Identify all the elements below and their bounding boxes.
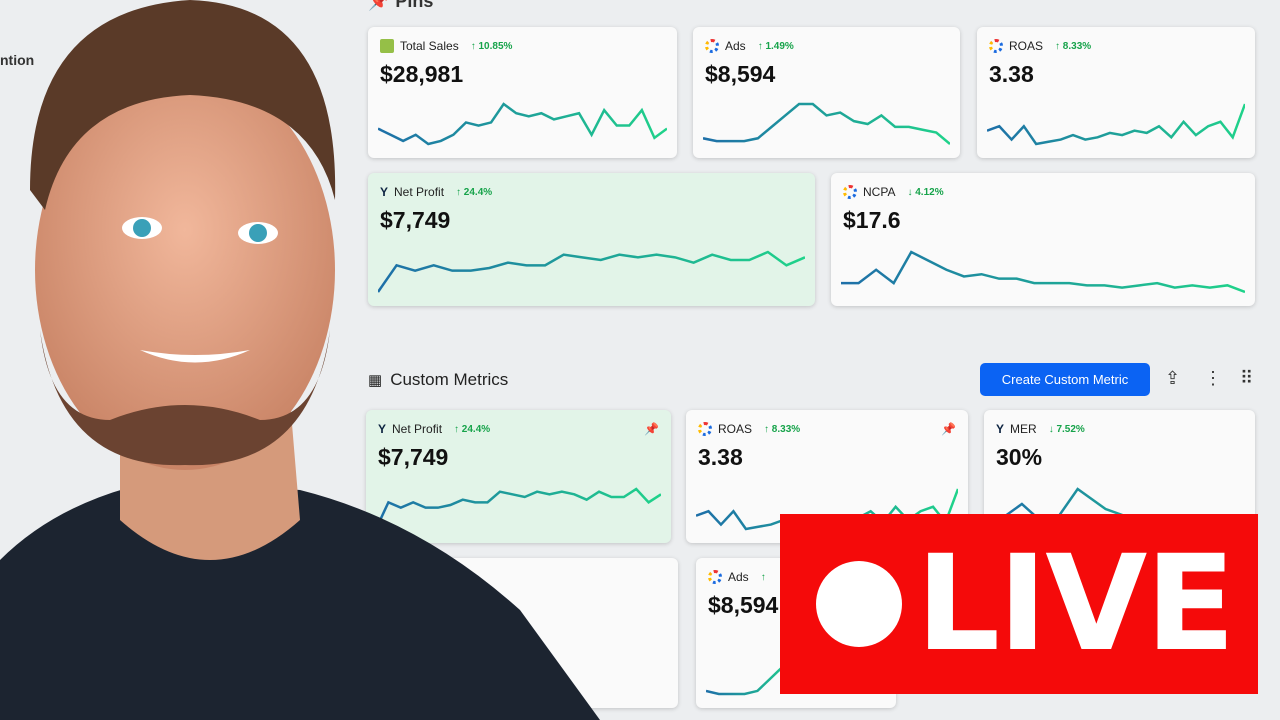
metric-label: Ads bbox=[725, 39, 746, 53]
shopify-icon bbox=[380, 39, 394, 53]
metric-delta: ↑ bbox=[760, 571, 766, 583]
card-header: ROAS ↑ 8.33% bbox=[989, 39, 1243, 53]
pins-title-text: Pins bbox=[395, 0, 434, 11]
pin_cards-card-ads[interactable]: Ads ↑ 1.49% $8,594 bbox=[693, 27, 960, 158]
sparkline bbox=[378, 250, 805, 293]
card-header: Y Net Profit ↑ 24.4% bbox=[378, 422, 659, 436]
sparkline-path bbox=[841, 250, 1245, 294]
grid-icon: ▦ bbox=[368, 372, 383, 389]
pin_cards-card-roas[interactable]: ROAS ↑ 8.33% 3.38 bbox=[977, 27, 1255, 158]
card-header: Ads ↑ 1.49% bbox=[705, 39, 948, 53]
live-badge: LIVE bbox=[780, 514, 1258, 694]
custom-metrics-title: Custom Metrics bbox=[390, 370, 509, 389]
sparkline-path bbox=[703, 102, 950, 145]
metric-value: $7,749 bbox=[380, 207, 451, 233]
card-header: Ads ↑ bbox=[708, 570, 884, 584]
metric-delta: ↑ 24.4% bbox=[454, 423, 491, 435]
custom-metrics-header: ▦ Custom Metrics bbox=[368, 370, 508, 390]
triple-whale-icon: Y bbox=[380, 185, 389, 199]
card-header: Total Sales ↑ 10.85% bbox=[380, 39, 665, 53]
drag-handle-icon[interactable]: ⠿ bbox=[1240, 368, 1254, 388]
card-header: Y Net Profit ↑ 24.4% bbox=[380, 185, 803, 199]
metric-value: 3.38 bbox=[989, 61, 1034, 87]
meta-ring-icon bbox=[698, 422, 712, 436]
metric-delta: ↑ 10.85% bbox=[470, 40, 513, 52]
sparkline-path bbox=[376, 487, 661, 530]
pin-icon[interactable]: 📌 bbox=[644, 422, 659, 436]
card-header: Y MER ↓ 7.52% bbox=[996, 422, 1243, 436]
card-header: NCPA ↓ 4.12% bbox=[843, 185, 1243, 199]
presenter-photo bbox=[0, 0, 600, 720]
pins-title: 📌 Pins bbox=[368, 0, 433, 12]
meta-ring-icon bbox=[705, 39, 719, 53]
metric-value: $28,981 bbox=[380, 61, 464, 87]
live-label: LIVE bbox=[916, 527, 1236, 681]
metric-label: Total Sales bbox=[400, 39, 459, 53]
sparkline bbox=[987, 103, 1245, 146]
metric-value: $17.6 bbox=[843, 207, 901, 233]
metric-delta: ↑ 1.49% bbox=[757, 40, 794, 52]
triple-whale-icon: Y bbox=[996, 422, 1005, 436]
metric-label: Ads bbox=[728, 570, 749, 584]
metric-label: Net Profit bbox=[394, 185, 445, 199]
sparkline-path bbox=[378, 250, 805, 293]
metric-value: $8,594 bbox=[705, 61, 776, 87]
metric-label: ROAS bbox=[718, 422, 753, 436]
metric-value: $8,594 bbox=[708, 592, 779, 618]
sidebar-partial-label[interactable]: ntion bbox=[0, 52, 35, 68]
pin_cards-card-net-profit[interactable]: Y Net Profit ↑ 24.4% $7,749 bbox=[368, 173, 815, 306]
metric-value: 30% bbox=[996, 444, 1043, 470]
metric-delta: ↑ 8.33% bbox=[1055, 40, 1092, 52]
metric-label: NCPA bbox=[863, 185, 896, 199]
metric-delta: ↓ 7.52% bbox=[1048, 423, 1085, 435]
sparkline-path bbox=[987, 103, 1245, 146]
more-options-icon[interactable]: ⋮ bbox=[1204, 368, 1222, 388]
pin_cards-card-ncpa[interactable]: NCPA ↓ 4.12% $17.6 bbox=[831, 173, 1255, 306]
metric-delta: ↑ 8.33% bbox=[764, 423, 801, 435]
metric-label: Net Profit bbox=[392, 422, 443, 436]
custom_cards-card-net-profit[interactable]: Y Net Profit ↑ 24.4% $7,749 📌 bbox=[366, 410, 671, 543]
record-dot-icon bbox=[816, 561, 902, 647]
pin-icon[interactable]: 📌 bbox=[941, 422, 956, 436]
create-custom-metric-button[interactable]: Create Custom Metric bbox=[980, 363, 1150, 396]
metric-label: ROAS bbox=[1009, 39, 1044, 53]
meta-ring-icon bbox=[989, 39, 1003, 53]
metric-value: $7,749 bbox=[378, 444, 449, 470]
share-icon[interactable]: ⇪ bbox=[1165, 368, 1181, 388]
triple-whale-icon: Y bbox=[378, 422, 387, 436]
metric-label: MER bbox=[1010, 422, 1037, 436]
sparkline bbox=[703, 102, 950, 145]
sparkline-path bbox=[378, 102, 667, 146]
sparkline bbox=[378, 102, 667, 146]
meta-ring-icon bbox=[843, 185, 857, 199]
metric-delta: ↑ 24.4% bbox=[456, 186, 493, 198]
pin_cards-card-total-sales[interactable]: Total Sales ↑ 10.85% $28,981 bbox=[368, 27, 677, 158]
metric-delta: ↓ 4.12% bbox=[907, 186, 944, 198]
meta-ring-icon bbox=[708, 570, 722, 584]
metric-value: 3.38 bbox=[698, 444, 743, 470]
sparkline bbox=[376, 487, 661, 530]
card-header: ROAS ↑ 8.33% bbox=[698, 422, 956, 436]
sparkline bbox=[841, 250, 1245, 294]
